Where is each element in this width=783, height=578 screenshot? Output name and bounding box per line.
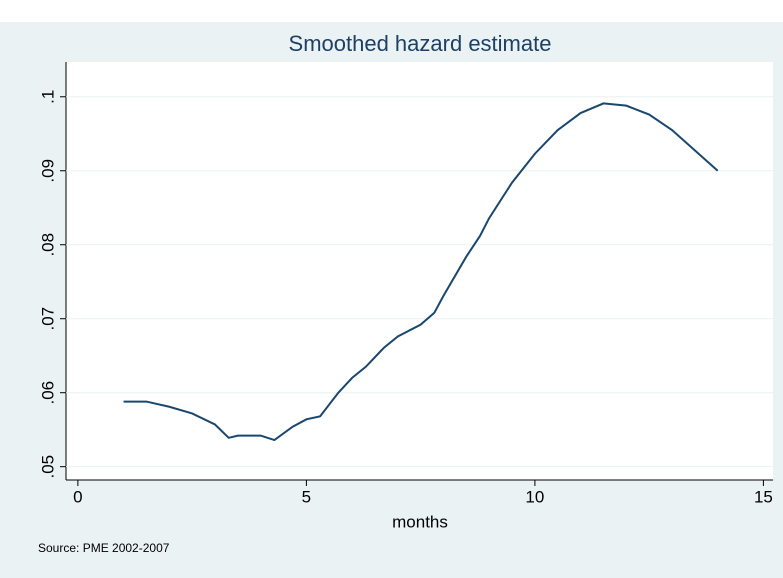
x-tick-label: 15 (754, 487, 773, 506)
x-axis-label: months (392, 512, 448, 531)
y-tick-label: .08 (38, 233, 57, 257)
x-tick-label: 10 (525, 487, 544, 506)
line (123, 102, 719, 442)
y-tick-label: .05 (38, 455, 57, 479)
y-tick-label: .06 (38, 381, 57, 405)
y-tick-label: .09 (38, 159, 57, 183)
y-tick-label: .1 (38, 90, 57, 104)
x-tick-label: 5 (302, 487, 311, 506)
y-tick-label: .07 (38, 307, 57, 331)
x-tick-label: 0 (73, 487, 82, 506)
chart-title: Smoothed hazard estimate (289, 31, 552, 56)
plot-area (66, 62, 773, 480)
note: Source: PME 2002-2007 (38, 541, 170, 555)
